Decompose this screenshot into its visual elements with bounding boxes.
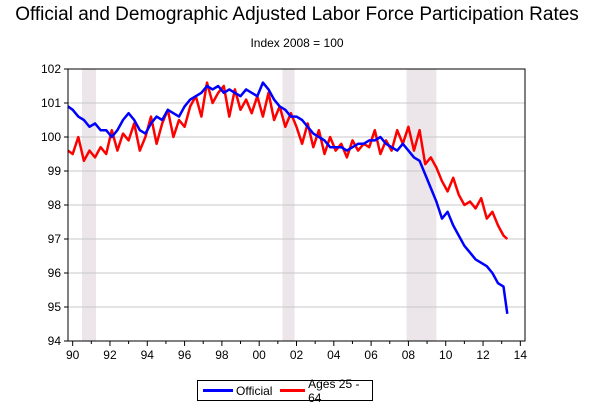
y-tick-label: 98 [48,198,62,212]
x-tick-label: 10 [439,348,453,362]
x-tick-label: 90 [66,348,80,362]
x-tick-label: 02 [290,348,304,362]
x-tick-label: 92 [103,348,117,362]
chart-legend: Official Ages 25 - 64 [197,377,373,405]
series-group [67,81,509,314]
x-tick-label: 06 [364,348,378,362]
legend-swatch-ages [280,389,306,392]
y-tick-label: 100 [41,130,61,144]
x-tick-label: 14 [514,348,528,362]
y-tick-label: 96 [48,266,62,280]
legend-item-ages: Ages 25 - 64 [280,377,364,405]
legend-swatch-official [203,389,233,392]
legend-label-ages: Ages 25 - 64 [308,376,360,405]
y-tick-label: 97 [48,232,62,246]
series-line-ages-25-64 [67,81,509,240]
y-tick-label: 102 [41,62,61,76]
x-tick-label: 04 [327,348,341,362]
legend-item-official: Official [203,384,272,398]
y-tick-label: 99 [48,164,62,178]
series-line-official [67,81,509,314]
axes: 94 95 96 97 98 99 100 101 102 90 92 94 96 98 00 02 04 06 0… [41,62,527,362]
y-tick-label: 94 [48,334,62,348]
y-tick-label: 95 [48,300,62,314]
y-tick-label: 101 [41,96,61,110]
chart-subtitle: Index 2008 = 100 [250,36,344,50]
chart-title: Official and Demographic Adjusted Labor … [15,4,579,25]
x-tick-label: 08 [402,348,416,362]
x-tick-label: 94 [141,348,155,362]
x-tick-label: 96 [178,348,192,362]
legend-label-official: Official [236,383,273,398]
x-tick-label: 12 [476,348,490,362]
x-tick-label: 00 [253,348,267,362]
x-tick-label: 98 [215,348,229,362]
gridlines [68,102,525,308]
